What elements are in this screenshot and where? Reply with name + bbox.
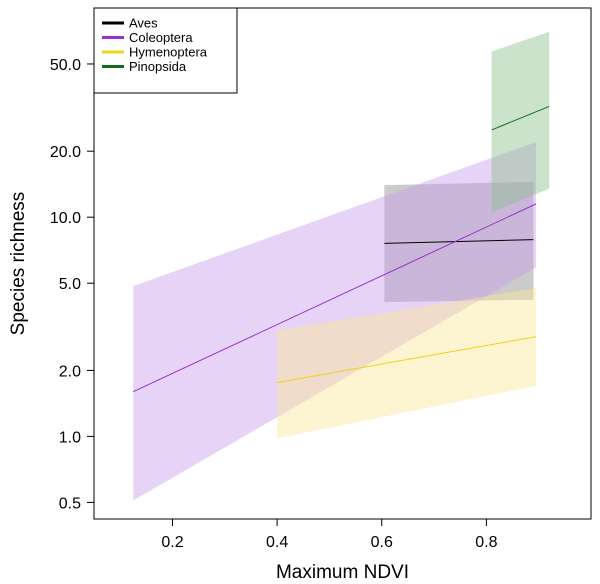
legend-label-hymenoptera: Hymenoptera xyxy=(129,45,208,60)
plot-frame xyxy=(93,7,592,520)
legend-label-coleoptera: Coleoptera xyxy=(129,30,193,45)
fit-lines xyxy=(133,105,550,393)
confidence-bands xyxy=(133,31,550,501)
y-tick-label: 20.0 xyxy=(50,144,81,161)
x-tick-label: 0.4 xyxy=(266,534,288,551)
y-axis: 0.5 1.0 2.0 5.0 10.0 20.0 50.0 xyxy=(50,57,94,512)
x-tick-label: 0.6 xyxy=(371,534,393,551)
y-tick-label: 10.0 xyxy=(50,210,81,227)
fit-line-aves xyxy=(384,239,534,244)
y-axis-title: Species richness xyxy=(8,192,29,336)
legend-label-pinopsida: Pinopsida xyxy=(129,59,187,74)
y-tick-label: 0.5 xyxy=(59,495,81,512)
y-tick-label: 5.0 xyxy=(59,276,81,293)
x-axis: 0.2 0.4 0.6 0.8 xyxy=(161,519,498,551)
band-coleoptera xyxy=(133,142,537,501)
y-tick-label: 1.0 xyxy=(59,429,81,446)
legend-label-aves: Aves xyxy=(129,16,158,31)
fit-line-pinopsida xyxy=(491,105,550,131)
band-hymenoptera xyxy=(277,288,537,439)
y-tick-label: 2.0 xyxy=(59,363,81,380)
y-tick-label: 50.0 xyxy=(50,57,81,74)
fit-line-coleoptera xyxy=(133,203,537,393)
band-pinopsida xyxy=(491,31,550,213)
fit-line-hymenoptera xyxy=(277,336,537,384)
x-tick-label: 0.2 xyxy=(161,534,183,551)
x-tick-label: 0.8 xyxy=(475,534,497,551)
x-axis-title: Maximum NDVI xyxy=(276,562,409,583)
